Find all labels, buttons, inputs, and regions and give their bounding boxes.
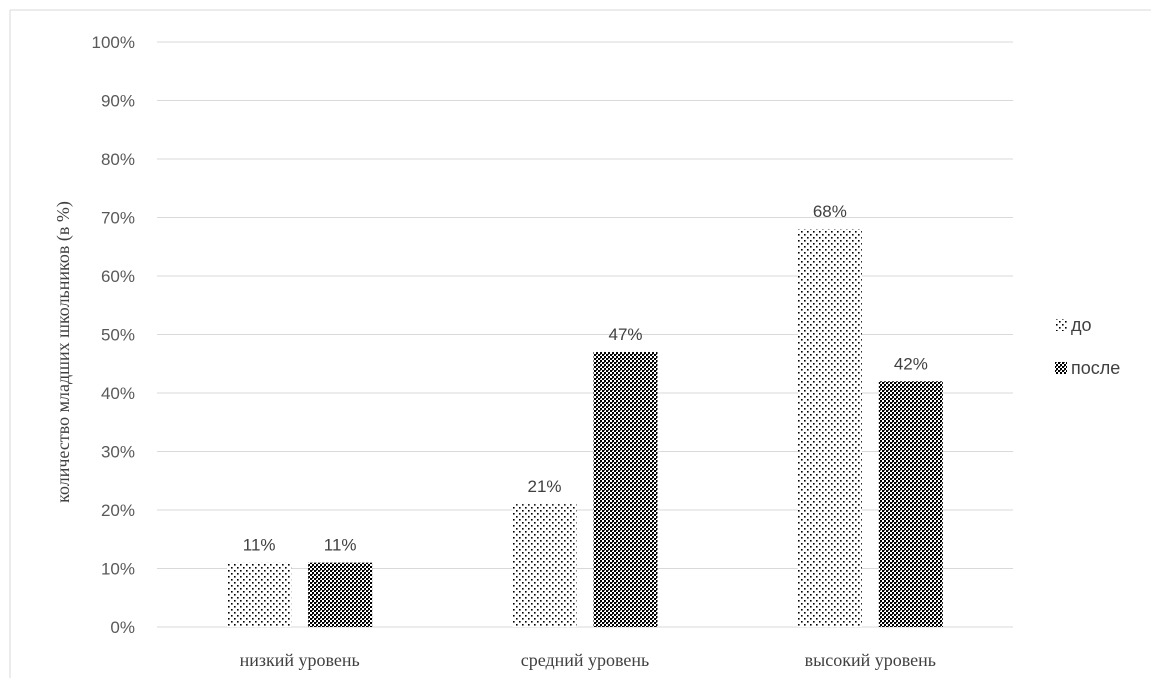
data-label: 11% xyxy=(324,536,357,555)
legend-swatch xyxy=(1055,319,1067,331)
category-label: высокий уровень xyxy=(805,650,936,670)
bars xyxy=(227,229,943,627)
y-tick-label: 90% xyxy=(101,92,135,111)
y-axis-ticks: 0% 10% 20% 30% 40% 50% 60% 70% 80% 90% 100% xyxy=(92,33,135,637)
x-axis-categories: низкий уровень средний уровень высокий уро… xyxy=(240,650,936,670)
legend-swatch xyxy=(1055,362,1067,374)
bar-do-0 xyxy=(227,562,292,627)
category-label: низкий уровень xyxy=(240,650,360,670)
data-label: 42% xyxy=(894,354,928,373)
data-label: 68% xyxy=(813,202,847,221)
bar-posle-2 xyxy=(878,381,943,627)
legend-label: после xyxy=(1071,358,1120,378)
data-label: 47% xyxy=(608,325,642,344)
bar-posle-1 xyxy=(593,352,658,627)
y-tick-label: 10% xyxy=(101,560,135,579)
data-label: 11% xyxy=(243,536,276,555)
y-tick-label: 50% xyxy=(101,326,135,345)
bar-do-1 xyxy=(512,504,577,627)
data-label: 21% xyxy=(527,477,561,496)
gridlines xyxy=(157,41,1013,628)
legend: до после xyxy=(1055,315,1120,378)
y-tick-label: 80% xyxy=(101,150,135,169)
y-tick-label: 0% xyxy=(110,618,135,637)
category-label: средний уровень xyxy=(521,650,650,670)
data-labels: 11% 11% 21% 47% 68% 42% xyxy=(243,202,928,554)
y-tick-label: 70% xyxy=(101,209,135,228)
bar-posle-0 xyxy=(308,562,373,627)
legend-label: до xyxy=(1071,315,1092,335)
y-tick-label: 60% xyxy=(101,267,135,286)
y-tick-label: 100% xyxy=(92,33,135,52)
y-axis-label: количество младших школьников (в %) xyxy=(53,201,74,503)
y-tick-label: 40% xyxy=(101,384,135,403)
bar-do-2 xyxy=(797,229,862,627)
y-tick-label: 30% xyxy=(101,443,135,462)
y-tick-label: 20% xyxy=(101,501,135,520)
